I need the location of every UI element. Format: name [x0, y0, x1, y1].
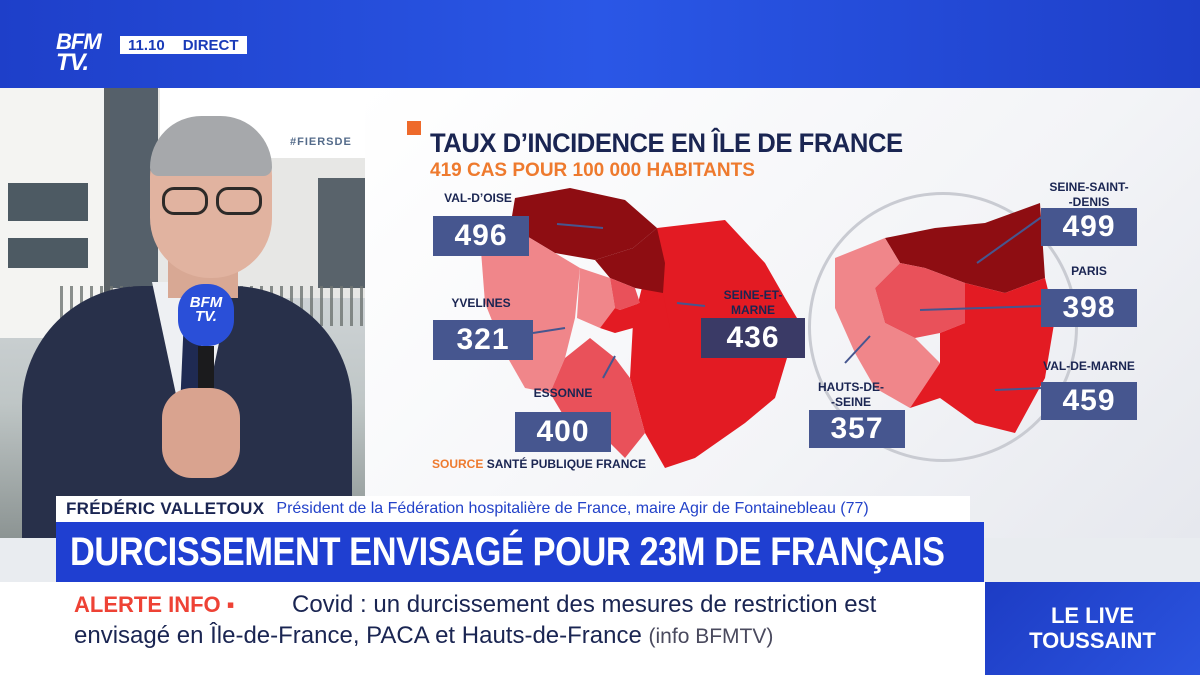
value-yvelines: 321 — [433, 320, 533, 360]
live-promo-line1: LE LIVE — [1050, 602, 1135, 628]
label-seine-et-marne: SEINE-ET- MARNE — [723, 288, 783, 317]
map-region-val-de-marne-zoom — [910, 278, 1055, 433]
map-region-hauts-de-seine-zoom — [835, 238, 940, 408]
connector-line — [556, 223, 604, 229]
map-region-seine-saint-denis — [595, 228, 665, 293]
speaker-hand — [162, 388, 240, 478]
ticker-line-2: envisagé en Île-de-France, PACA et Hauts… — [74, 622, 773, 650]
infographic-title: TAUX D’INCIDENCE EN ÎLE DE FRANCE — [430, 128, 903, 158]
building-window — [8, 238, 88, 268]
map-region-essonne — [550, 338, 645, 458]
label-val-de-marne: VAL-DE-MARNE — [1043, 359, 1135, 373]
label-hauts-de-seine: HAUTS-DE- -SEINE — [818, 380, 884, 409]
map-region-paris-zoom — [875, 263, 965, 338]
connector-line — [676, 302, 706, 307]
connector-line — [532, 327, 566, 334]
label-val-d-oise: VAL-D’OISE — [444, 191, 512, 205]
value-essonne: 400 — [515, 412, 611, 452]
data-source: SOURCE SANTÉ PUBLIQUE FRANCE — [432, 457, 647, 471]
microphone-icon: BFM TV. — [178, 284, 234, 346]
headline-banner: DURCISSEMENT ENVISAGÉ POUR 23M DE FRANÇA… — [56, 522, 984, 582]
connector-line — [844, 335, 871, 364]
background-building — [0, 88, 110, 338]
ticker-line-2-text: envisagé en Île-de-France, PACA et Hauts… — [74, 622, 642, 649]
map-region-val-de-marne — [600, 293, 670, 333]
value-seine-et-marne: 436 — [701, 318, 805, 358]
zoom-circle — [808, 192, 1078, 462]
speaker-name-strip: FRÉDÉRIC VALLETOUX Président de la Fédér… — [56, 496, 970, 522]
live-promo-line2: TOUSSAINT — [1029, 627, 1156, 653]
live-status: DIRECT — [182, 36, 239, 54]
label-yvelines: YVELINES — [451, 296, 511, 310]
ticker-line-1: Covid : un durcissement des mesures de r… — [292, 591, 877, 618]
glasses-icon — [158, 187, 268, 217]
headline-text: DURCISSEMENT ENVISAGÉ POUR 23M DE FRANÇA… — [70, 529, 945, 574]
channel-logo: BFM TV. — [56, 29, 114, 82]
speaker-video: #FIERSDE BFM TV. — [0, 88, 365, 538]
value-val-de-marne: 459 — [1041, 382, 1137, 420]
live-promo-badge: LE LIVE TOUSSAINT — [985, 582, 1200, 675]
map-region-val-d-oise — [510, 188, 657, 260]
connector-line — [994, 387, 1044, 391]
infographic-subtitle: 419 CAS POUR 100 000 HABITANTS — [430, 160, 755, 181]
value-paris: 398 — [1041, 289, 1137, 327]
label-seine-saint-denis: SEINE-SAINT- -DENIS — [1049, 180, 1129, 209]
building-window — [318, 178, 365, 288]
ticker-credit: (info BFMTV) — [648, 625, 774, 648]
label-essonne: ESSONNE — [533, 386, 593, 400]
alerte-info-label: ALERTE INFO ▪ — [74, 592, 235, 617]
news-ticker: ALERTE INFO ▪ Covid : un durcissement de… — [0, 582, 985, 675]
background-banner-text: #FIERSDE — [290, 136, 352, 148]
value-hauts-de-seine: 357 — [809, 410, 905, 448]
connector-line — [602, 355, 616, 379]
map-region-paris — [610, 278, 640, 310]
speaker-hair — [150, 116, 272, 176]
logo-line1: BFM — [56, 29, 102, 54]
time-badge: 11.10 DIRECT — [120, 36, 247, 54]
map-region-hauts-de-seine — [577, 268, 615, 328]
title-marker — [407, 121, 421, 135]
speaker-name: FRÉDÉRIC VALLETOUX — [66, 499, 265, 518]
building-window — [8, 183, 88, 221]
clock-time: 11.10 — [128, 36, 165, 54]
value-val-d-oise: 496 — [433, 216, 529, 256]
speaker-role: Président de la Fédération hospitalière … — [276, 500, 869, 517]
connector-line — [919, 305, 1044, 311]
incidence-infographic: TAUX D’INCIDENCE EN ÎLE DE FRANCE 419 CA… — [365, 88, 1200, 538]
value-seine-saint-denis: 499 — [1041, 208, 1137, 246]
map-region-seine-saint-denis-zoom — [885, 203, 1045, 293]
label-paris: PARIS — [1071, 264, 1107, 278]
connector-line — [976, 215, 1044, 264]
top-bar: BFM TV. 11.10 DIRECT — [0, 0, 1200, 88]
logo-line2: TV. — [56, 49, 89, 77]
